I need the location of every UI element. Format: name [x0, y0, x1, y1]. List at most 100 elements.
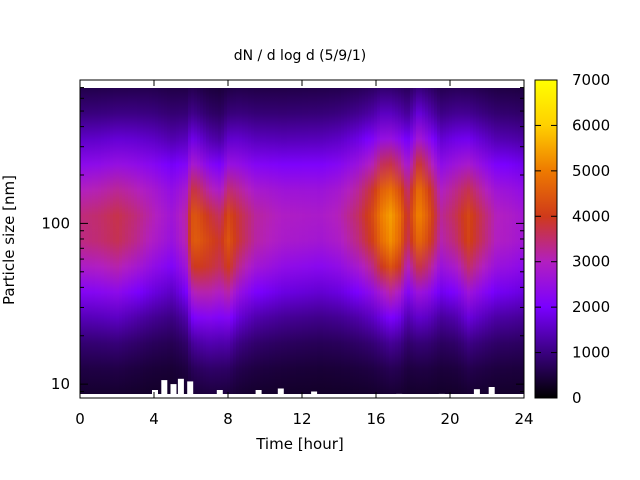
heatmap-column: [200, 88, 204, 394]
heatmap-column: [203, 88, 207, 394]
heatmap-column: [245, 88, 249, 394]
heatmap-column: [323, 88, 327, 394]
colorbar-tick-label: 5000: [572, 162, 610, 180]
heatmap-column: [497, 88, 501, 394]
heatmap-column: [458, 88, 462, 394]
heatmap-column: [443, 88, 447, 394]
x-tick-label: 0: [75, 410, 85, 428]
heatmap-column: [107, 88, 111, 394]
heatmap-column: [518, 88, 522, 394]
colorbar-tick-label: 2000: [572, 298, 610, 316]
heatmap-column: [263, 88, 267, 394]
heatmap-column: [473, 88, 477, 394]
heatmap-column: [284, 88, 288, 394]
heatmap-column: [314, 88, 318, 394]
colorbar-tick-label: 0: [572, 389, 582, 407]
heatmap-column: [410, 88, 414, 394]
heatmap-column: [368, 88, 372, 394]
heatmap-column: [140, 88, 144, 394]
colorbar-tick-label: 4000: [572, 207, 610, 225]
y-axis-label: Particle size [nm]: [0, 175, 18, 305]
heatmap-column: [506, 88, 510, 394]
heatmap-column: [362, 88, 366, 394]
heatmap-column: [512, 88, 516, 394]
heatmap-column: [464, 88, 468, 394]
heatmap-column: [302, 88, 306, 394]
heatmap-column: [221, 88, 225, 394]
heatmap-column: [353, 88, 357, 394]
heatmap-column: [347, 88, 351, 394]
heatmap-column: [116, 88, 120, 394]
colorbar-tick-label: 6000: [572, 116, 610, 134]
heatmap-column: [521, 88, 524, 394]
x-axis-label: Time [hour]: [255, 435, 344, 453]
heatmap-column: [158, 88, 162, 394]
colorbar-tick-label: 3000: [572, 253, 610, 271]
x-tick-label: 16: [366, 410, 385, 428]
heatmap-column: [488, 88, 492, 394]
heatmap-column: [428, 88, 432, 394]
heatmap-columns: [80, 88, 524, 394]
heatmap-column: [404, 88, 408, 394]
heatmap-column: [359, 88, 363, 394]
heatmap-column: [95, 88, 99, 394]
heatmap-column: [380, 88, 384, 394]
heatmap-column: [254, 88, 258, 394]
heatmap-column: [149, 88, 153, 394]
heatmap-column: [278, 88, 282, 394]
heatmap-column: [374, 88, 378, 394]
heatmap-column: [251, 88, 255, 394]
heatmap-column: [395, 88, 399, 394]
heatmap-column: [212, 88, 216, 394]
heatmap-column: [164, 88, 168, 394]
missing-data-gap: [255, 390, 262, 394]
missing-data-gap: [177, 378, 184, 394]
heatmap-column: [452, 88, 456, 394]
heatmap-column: [419, 88, 423, 394]
heatmap-column: [233, 88, 237, 394]
heatmap-column: [437, 88, 441, 394]
missing-data-gap: [488, 387, 495, 394]
heatmap-column: [509, 88, 513, 394]
heatmap-column: [467, 88, 471, 394]
heatmap-column: [242, 88, 246, 394]
heatmap-column: [305, 88, 309, 394]
heatmap-column: [236, 88, 240, 394]
heatmap-column: [293, 88, 297, 394]
heatmap-column: [416, 88, 420, 394]
heatmap-column: [230, 88, 234, 394]
x-tick-label: 8: [223, 410, 233, 428]
heatmap-column: [500, 88, 504, 394]
heatmap-column: [311, 88, 315, 394]
heatmap-column: [266, 88, 270, 394]
heatmap-column: [80, 88, 84, 394]
heatmap-column: [128, 88, 132, 394]
heatmap-column: [197, 88, 201, 394]
y-tick-label: 100: [41, 214, 70, 232]
x-tick-label: 24: [514, 410, 533, 428]
heatmap-column: [131, 88, 135, 394]
heatmap-column: [137, 88, 141, 394]
heatmap-column: [338, 88, 342, 394]
heatmap-column: [269, 88, 273, 394]
heatmap-column: [296, 88, 300, 394]
heatmap-column: [215, 88, 219, 394]
heatmap-column: [431, 88, 435, 394]
heatmap-column: [98, 88, 102, 394]
missing-data-gap: [152, 390, 158, 394]
heatmap-column: [413, 88, 417, 394]
heatmap-column: [455, 88, 459, 394]
missing-data-gap: [170, 384, 177, 394]
heatmap-column: [272, 88, 276, 394]
heatmap-column: [248, 88, 252, 394]
heatmap-column: [89, 88, 93, 394]
colorbar-axis: 0 1000 2000 3000 4000 5000 6000 7000: [535, 71, 610, 407]
heatmap-column: [260, 88, 264, 394]
heatmap-column: [485, 88, 489, 394]
heatmap-column: [515, 88, 519, 394]
heatmap-column: [290, 88, 294, 394]
heatmap-column: [356, 88, 360, 394]
heatmap-column: [320, 88, 324, 394]
heatmap-column: [350, 88, 354, 394]
heatmap-column: [470, 88, 474, 394]
